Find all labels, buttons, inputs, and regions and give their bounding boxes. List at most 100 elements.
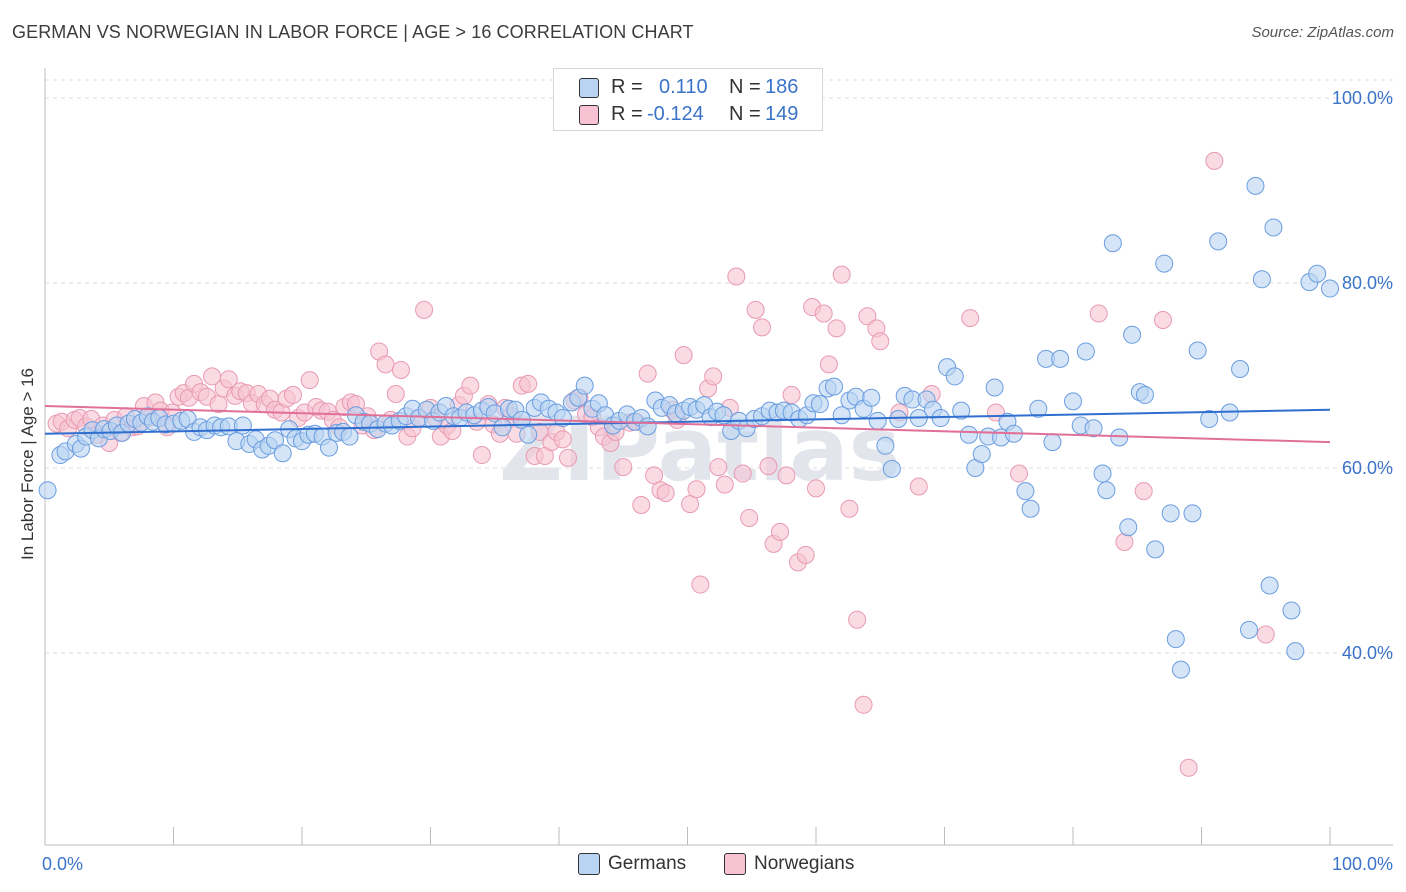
- norwegian-point: [759, 457, 778, 476]
- norwegian-point: [782, 385, 801, 404]
- german-point: [1146, 540, 1165, 559]
- german-point: [1188, 341, 1207, 360]
- norwegian-point: [1010, 464, 1029, 483]
- german-point: [972, 445, 991, 464]
- norwegian-point: [858, 307, 877, 326]
- norwegian-point: [871, 332, 890, 351]
- norwegian-point: [840, 499, 859, 518]
- german-point: [38, 481, 57, 500]
- source-label: Source: ZipAtlas.com: [1251, 24, 1394, 41]
- german-point: [1110, 428, 1129, 447]
- norwegian-point: [715, 475, 734, 494]
- norwegian-point: [961, 309, 980, 328]
- norwegian-point: [1134, 482, 1153, 501]
- n-label: N =: [729, 103, 761, 125]
- norwegian-point: [753, 318, 772, 337]
- german-point: [868, 411, 887, 430]
- german-point: [1076, 342, 1095, 361]
- y-tick-label: 60.0%: [1342, 458, 1393, 478]
- norwegian-point: [771, 522, 790, 541]
- germans-swatch: [579, 78, 599, 98]
- german-point: [1286, 642, 1305, 661]
- norwegian-point: [300, 371, 319, 390]
- norwegians-n-value: 149: [765, 103, 799, 125]
- german-point: [233, 416, 252, 435]
- norwegian-point: [691, 575, 710, 594]
- x-tick-label: 0.0%: [42, 854, 83, 874]
- german-point: [810, 395, 829, 414]
- german-point: [638, 417, 657, 436]
- german-point: [985, 378, 1004, 397]
- german-point: [493, 418, 512, 437]
- german-point: [1231, 360, 1250, 379]
- norwegian-point: [1089, 304, 1108, 323]
- german-point: [1252, 270, 1271, 289]
- germans-n-value: 186: [765, 76, 799, 98]
- german-point: [1029, 399, 1048, 418]
- norwegian-point: [854, 695, 873, 714]
- german-point: [1166, 630, 1185, 649]
- norwegian-point: [284, 385, 303, 404]
- german-point: [1093, 464, 1112, 483]
- german-point: [1103, 234, 1122, 253]
- norwegian-point: [553, 430, 572, 449]
- norwegian-point: [819, 355, 838, 374]
- norwegian-point: [733, 464, 752, 483]
- german-point: [1051, 349, 1070, 368]
- norwegian-point: [709, 458, 728, 477]
- norwegians-legend-swatch: [724, 853, 746, 875]
- german-point: [952, 401, 971, 420]
- norwegian-point: [1153, 311, 1172, 329]
- correlation-legend: R = 0.110 N = 186 R = -0.124 N = 149: [553, 68, 823, 131]
- r-label: R =: [611, 76, 643, 98]
- norwegians-trend-line: [44, 405, 1331, 444]
- german-point: [824, 377, 843, 396]
- norwegian-point: [386, 385, 405, 403]
- german-point: [273, 444, 292, 463]
- germans-legend-label: Germans: [608, 853, 687, 874]
- norwegians-legend-label: Norwegians: [754, 853, 855, 874]
- german-point: [575, 376, 594, 395]
- german-point: [1240, 620, 1259, 639]
- y-tick-label: 40.0%: [1342, 643, 1393, 663]
- german-point: [519, 425, 538, 444]
- german-point: [1135, 385, 1154, 404]
- german-point: [832, 406, 851, 425]
- norwegian-point: [472, 446, 491, 465]
- german-point: [882, 459, 901, 478]
- tick-labels: 40.0% 60.0% 80.0% 100.0% 0.0% 100.0%: [42, 88, 1393, 874]
- y-tick-label: 100.0%: [1332, 88, 1393, 108]
- germans-legend-swatch: [578, 853, 600, 875]
- norwegian-point: [391, 360, 410, 379]
- norwegian-point: [376, 355, 395, 374]
- norwegian-point: [796, 545, 815, 564]
- german-point: [1171, 660, 1190, 679]
- german-point: [1200, 409, 1219, 428]
- norwegian-point: [832, 265, 851, 284]
- german-point: [1282, 601, 1301, 620]
- norwegian-point: [1205, 151, 1224, 170]
- trend-lines: [44, 405, 1331, 444]
- norwegian-point: [558, 448, 577, 467]
- german-point: [1043, 433, 1062, 452]
- norwegian-point: [219, 370, 238, 389]
- norwegian-point: [674, 346, 693, 365]
- german-point: [319, 438, 338, 457]
- german-point: [1161, 504, 1180, 523]
- norwegian-point: [1256, 625, 1275, 644]
- y-tick-label: 80.0%: [1342, 273, 1393, 293]
- german-point: [553, 409, 572, 428]
- german-point: [340, 427, 359, 446]
- german-point: [1119, 518, 1138, 537]
- german-point: [1183, 504, 1202, 523]
- norwegian-point: [740, 508, 759, 527]
- german-point: [1016, 482, 1035, 501]
- german-point: [1123, 325, 1142, 344]
- n-label: N =: [729, 76, 761, 98]
- norwegian-point: [814, 304, 833, 323]
- axes: [44, 68, 1393, 846]
- german-point: [945, 367, 964, 386]
- german-point: [1097, 481, 1116, 500]
- german-point: [1084, 419, 1103, 438]
